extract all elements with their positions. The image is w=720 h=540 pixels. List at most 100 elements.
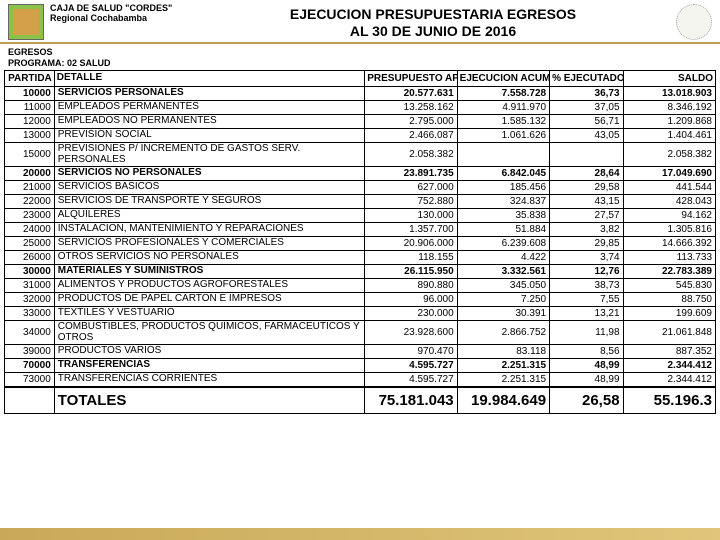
- cell-partida: 26000: [5, 251, 55, 265]
- org-block: CAJA DE SALUD "CORDES" Regional Cochabam…: [50, 4, 190, 24]
- cell-saldo: 1.209.868: [623, 115, 715, 129]
- cell-detalle: PREVISIÓN SOCIAL: [54, 129, 364, 143]
- cell-presupuesto: 13.258.162: [365, 101, 457, 115]
- cell-partida: 33000: [5, 307, 55, 321]
- table-row: 25000SERVICIOS PROFESIONALES Y COMERCIAL…: [5, 237, 716, 251]
- org-region: Regional Cochabamba: [50, 14, 190, 24]
- footer-accent: [0, 528, 720, 540]
- table-row: 32000PRODUCTOS DE PAPEL CARTON E IMPRESO…: [5, 293, 716, 307]
- totals-row: TOTALES 75.181.043 19.984.649 26,58 55.1…: [5, 387, 716, 414]
- cell-pct: 48,99: [550, 359, 623, 373]
- cell-detalle: TEXTILES Y VESTUARIO: [54, 307, 364, 321]
- table-row: 34000COMBUSTIBLES, PRODUCTOS QUÍMICOS, F…: [5, 321, 716, 345]
- cell-partida: 73000: [5, 373, 55, 388]
- table-row: 15000PREVISIONES P/ INCREMENTO DE GASTOS…: [5, 143, 716, 167]
- table-head: PARTIDA DETALLE PRESUPUESTO APROBADO EJE…: [5, 71, 716, 87]
- cell-detalle: SERVICIOS DE TRANSPORTE Y SEGUROS: [54, 195, 364, 209]
- org-logo: [8, 4, 44, 40]
- cell-ejecucion: 345.050: [457, 279, 549, 293]
- totals-label: TOTALES: [54, 387, 364, 414]
- cell-saldo: 22.783.389: [623, 265, 715, 279]
- cell-pct: 38,73: [550, 279, 623, 293]
- budget-table: PARTIDA DETALLE PRESUPUESTO APROBADO EJE…: [4, 70, 716, 414]
- cell-saldo: 21.061.848: [623, 321, 715, 345]
- cell-detalle: SERVICIOS PERSONALES: [54, 87, 364, 101]
- cell-partida: 10000: [5, 87, 55, 101]
- cell-partida: 13000: [5, 129, 55, 143]
- totals-c3: 26,58: [550, 387, 623, 414]
- table-row: 73000TRANSFERENCIAS CORRIENTES4.595.7272…: [5, 373, 716, 388]
- table-row: 31000ALIMENTOS Y PRODUCTOS AGROFORESTALE…: [5, 279, 716, 293]
- cell-ejecucion: 6.842.045: [457, 167, 549, 181]
- cell-ejecucion: 2.251.315: [457, 373, 549, 388]
- cell-partida: 34000: [5, 321, 55, 345]
- cell-presupuesto: 890.880: [365, 279, 457, 293]
- col-detalle: DETALLE: [54, 71, 364, 87]
- cell-detalle: ALQUILERES: [54, 209, 364, 223]
- cell-pct: 7,55: [550, 293, 623, 307]
- program-label: PROGRAMA: 02 SALUD: [0, 58, 720, 70]
- cell-pct: 12,76: [550, 265, 623, 279]
- cell-pct: 28,64: [550, 167, 623, 181]
- col-pct: % EJECUTADO: [550, 71, 623, 87]
- table-row: 10000SERVICIOS PERSONALES20.577.6317.558…: [5, 87, 716, 101]
- cell-detalle: ALIMENTOS Y PRODUCTOS AGROFORESTALES: [54, 279, 364, 293]
- cell-partida: 25000: [5, 237, 55, 251]
- title-line2: AL 30 DE JUNIO DE 2016: [190, 23, 676, 40]
- cell-detalle: EMPLEADOS PERMANENTES: [54, 101, 364, 115]
- cell-ejecucion: 7.558.728: [457, 87, 549, 101]
- table-row: 20000SERVICIOS NO PERSONALES23.891.7356.…: [5, 167, 716, 181]
- cell-detalle: SERVICIOS NO PERSONALES: [54, 167, 364, 181]
- table-row: 70000TRANSFERENCIAS4.595.7272.251.31548,…: [5, 359, 716, 373]
- cell-ejecucion: 7.250: [457, 293, 549, 307]
- cell-detalle: INSTALACION, MANTENIMIENTO Y REPARACIONE…: [54, 223, 364, 237]
- cell-pct: 13,21: [550, 307, 623, 321]
- cell-saldo: 8.346.192: [623, 101, 715, 115]
- cell-detalle: PRODUCTOS DE PAPEL CARTON E IMPRESOS: [54, 293, 364, 307]
- cell-saldo: 17.049.690: [623, 167, 715, 181]
- cell-partida: 39000: [5, 345, 55, 359]
- cell-pct: 48,99: [550, 373, 623, 388]
- cell-detalle: EMPLEADOS NO PERMANENTES: [54, 115, 364, 129]
- table-row: 33000TEXTILES Y VESTUARIO230.00030.39113…: [5, 307, 716, 321]
- cell-saldo: 13.018.903: [623, 87, 715, 101]
- cell-ejecucion: 4.911.970: [457, 101, 549, 115]
- cell-saldo: 887.352: [623, 345, 715, 359]
- cell-ejecucion: 324.837: [457, 195, 549, 209]
- cell-saldo: 94.162: [623, 209, 715, 223]
- cell-ejecucion: 83.118: [457, 345, 549, 359]
- cell-detalle: PREVISIONES P/ INCREMENTO DE GASTOS SERV…: [54, 143, 364, 167]
- cell-detalle: MATERIALES Y SUMINISTROS: [54, 265, 364, 279]
- cell-presupuesto: 2.466.087: [365, 129, 457, 143]
- cell-partida: 30000: [5, 265, 55, 279]
- cell-ejecucion: 51.884: [457, 223, 549, 237]
- cell-detalle: SERVICIOS PROFESIONALES Y COMERCIALES: [54, 237, 364, 251]
- cell-saldo: 441.544: [623, 181, 715, 195]
- cell-pct: 37,05: [550, 101, 623, 115]
- cell-ejecucion: 35.838: [457, 209, 549, 223]
- cell-presupuesto: 23.928.600: [365, 321, 457, 345]
- cell-pct: 8,56: [550, 345, 623, 359]
- cell-ejecucion: 185.456: [457, 181, 549, 195]
- table-row: 12000EMPLEADOS NO PERMANENTES2.795.0001.…: [5, 115, 716, 129]
- cell-ejecucion: 4.422: [457, 251, 549, 265]
- cell-pct: 11,98: [550, 321, 623, 345]
- col-partida: PARTIDA: [5, 71, 55, 87]
- title-block: EJECUCION PRESUPUESTARIA EGRESOS AL 30 D…: [190, 4, 676, 40]
- table-row: 23000ALQUILERES130.00035.83827,5794.162: [5, 209, 716, 223]
- cell-presupuesto: 4.595.727: [365, 373, 457, 388]
- cell-saldo: 14.666.392: [623, 237, 715, 251]
- cell-partida: 32000: [5, 293, 55, 307]
- cell-presupuesto: 26.115.950: [365, 265, 457, 279]
- cell-presupuesto: 2.795.000: [365, 115, 457, 129]
- cell-saldo: 2.344.412: [623, 359, 715, 373]
- cell-pct: 3,82: [550, 223, 623, 237]
- cell-detalle: PRODUCTOS VARIOS: [54, 345, 364, 359]
- cell-detalle: OTROS SERVICIOS NO PERSONALES: [54, 251, 364, 265]
- cell-presupuesto: 230.000: [365, 307, 457, 321]
- cell-presupuesto: 130.000: [365, 209, 457, 223]
- cell-saldo: 428.043: [623, 195, 715, 209]
- cell-saldo: 1.404.461: [623, 129, 715, 143]
- table-row: 22000SERVICIOS DE TRANSPORTE Y SEGUROS75…: [5, 195, 716, 209]
- table-row: 11000EMPLEADOS PERMANENTES13.258.1624.91…: [5, 101, 716, 115]
